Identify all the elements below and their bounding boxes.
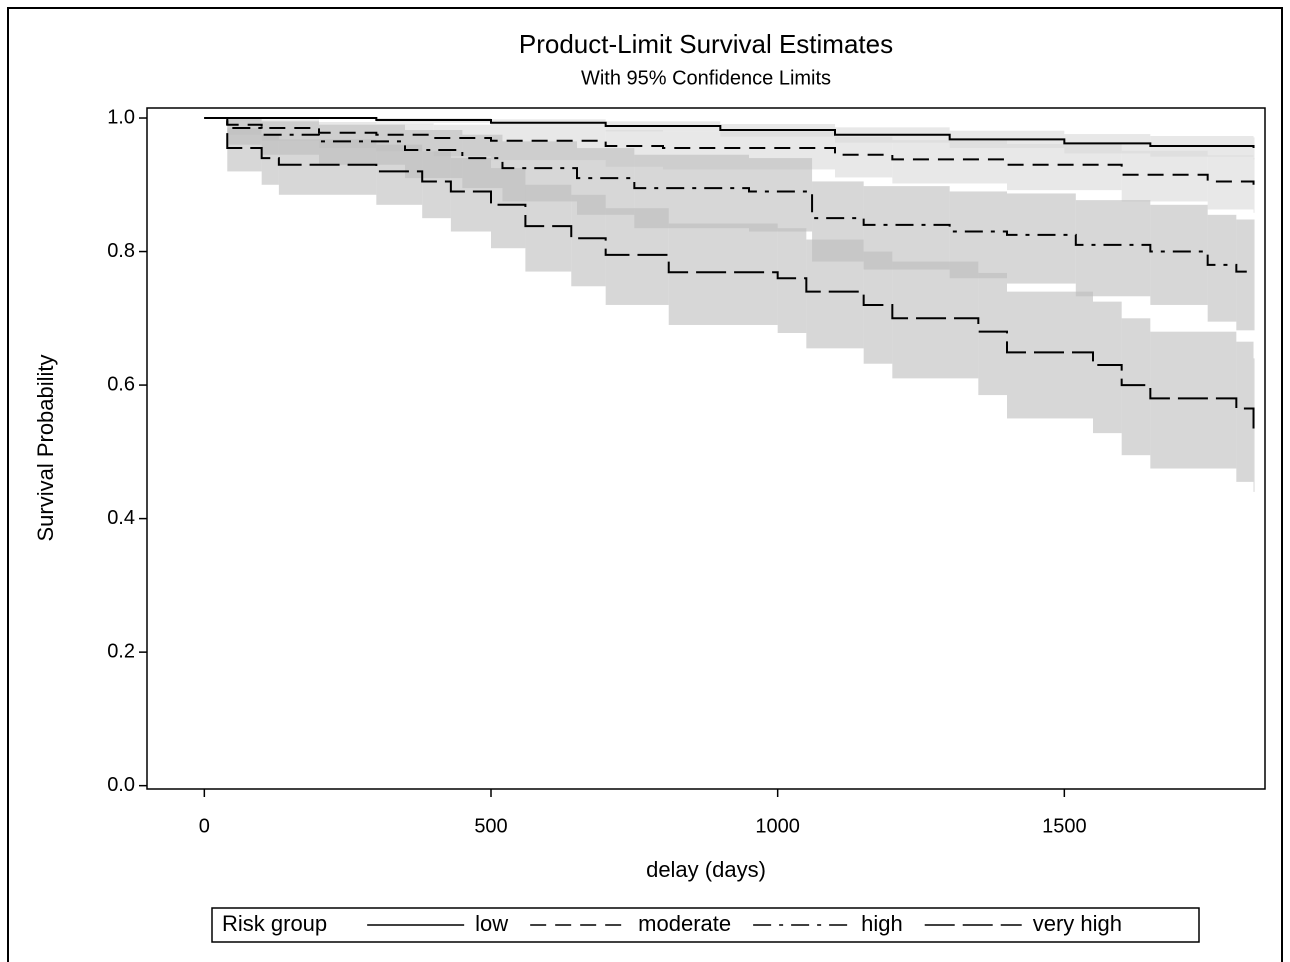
confidence-band — [892, 140, 1007, 184]
x-tick-label: 1500 — [1042, 815, 1087, 837]
x-tick-label: 500 — [474, 815, 507, 837]
y-tick-label: 0.8 — [107, 240, 135, 262]
confidence-band — [491, 168, 526, 249]
legend-label: very high — [1033, 911, 1122, 936]
confidence-band — [450, 158, 491, 232]
confidence-band — [227, 128, 262, 172]
confidence-band — [605, 208, 669, 305]
confidence-band — [261, 134, 279, 185]
outer-border — [7, 7, 1283, 962]
confidence-band — [1007, 144, 1122, 191]
confidence-band — [1236, 341, 1254, 482]
legend-label: high — [861, 911, 903, 936]
confidence-band — [863, 251, 893, 364]
confidence-band — [1007, 291, 1093, 419]
chart-title: Product-Limit Survival Estimates — [519, 29, 893, 59]
confidence-band — [892, 261, 979, 379]
y-axis-label: Survival Probability — [33, 354, 58, 541]
confidence-band — [571, 194, 606, 287]
confidence-band — [1207, 155, 1254, 210]
x-tick-label: 0 — [199, 815, 210, 837]
y-tick-label: 1.0 — [107, 106, 135, 128]
plot-area — [204, 117, 1255, 492]
confidence-band — [1150, 204, 1208, 305]
confidence-band — [376, 144, 423, 205]
x-tick-label: 1000 — [755, 815, 800, 837]
plot-frame — [146, 107, 1266, 790]
legend-title: Risk group — [222, 911, 327, 936]
confidence-band — [1121, 318, 1151, 456]
survival-line — [204, 117, 1255, 149]
confidence-band — [668, 223, 778, 325]
confidence-band — [777, 228, 807, 333]
confidence-band — [1150, 331, 1237, 469]
confidence-band — [835, 136, 893, 178]
confidence-band — [1121, 150, 1208, 202]
confidence-band — [1007, 193, 1076, 284]
confidence-band — [1236, 219, 1254, 331]
confidence-band — [1093, 301, 1122, 434]
confidence-band — [978, 272, 1007, 396]
confidence-band — [422, 151, 451, 219]
survival-line — [204, 117, 1254, 273]
confidence-band — [1253, 137, 1255, 160]
confidence-band — [1253, 158, 1255, 213]
confidence-band — [806, 239, 864, 349]
confidence-band — [749, 158, 813, 232]
confidence-band — [525, 184, 572, 272]
y-tick-label: 0.4 — [107, 507, 135, 529]
confidence-band — [278, 139, 377, 195]
legend: Risk group low moderate high very high — [222, 911, 1122, 936]
y-tick-label: 0.2 — [107, 640, 135, 662]
y-tick-label: 0.6 — [107, 373, 135, 395]
confidence-band — [1207, 214, 1237, 322]
y-tick-label: 0.0 — [107, 774, 135, 796]
survival-line — [204, 117, 1255, 429]
legend-label: moderate — [638, 911, 731, 936]
x-axis-label: delay (days) — [646, 857, 766, 882]
legend-label: low — [475, 911, 508, 936]
confidence-band — [1075, 200, 1151, 297]
confidence-band — [1253, 219, 1255, 331]
survival-line — [204, 117, 1255, 185]
chart-subtitle: With 95% Confidence Limits — [581, 67, 831, 89]
